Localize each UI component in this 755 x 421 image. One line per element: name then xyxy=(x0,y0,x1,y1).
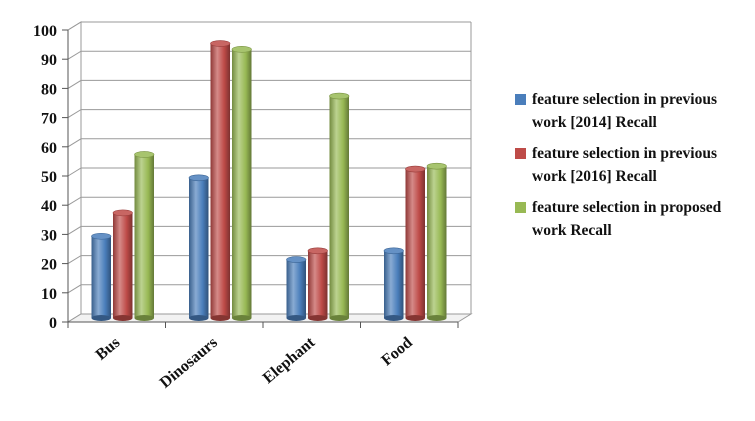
gridline xyxy=(67,50,471,60)
legend-item-2016: feature selection in previous work [2016… xyxy=(515,142,751,188)
bar-base xyxy=(427,315,447,321)
bar-dinosaurs-series-1 xyxy=(188,174,209,321)
bar-cap xyxy=(134,151,155,158)
bar-cap xyxy=(91,232,112,240)
bar-bus-series-1 xyxy=(91,232,112,321)
bar-body xyxy=(91,236,111,318)
bar-cap xyxy=(405,165,426,173)
gridline xyxy=(67,138,471,148)
bar-body xyxy=(113,212,133,318)
y-tick-label: 30 xyxy=(41,227,57,244)
y-tick-label: 0 xyxy=(49,315,57,332)
y-tick-label: 60 xyxy=(41,140,57,157)
bar-base xyxy=(232,315,252,321)
legend-item-proposed: feature selection in proposed work Recal… xyxy=(515,196,751,242)
chart-floor xyxy=(66,313,473,323)
bar-body xyxy=(384,250,404,318)
bar-cap xyxy=(383,247,404,255)
bar-base xyxy=(329,315,349,321)
legend-swatch-proposed xyxy=(515,202,526,213)
y-tick-label: 80 xyxy=(41,81,57,98)
bar-body xyxy=(134,154,154,318)
bar-body xyxy=(189,177,209,318)
bar-food-series-3 xyxy=(426,162,447,321)
bar-base xyxy=(189,315,209,321)
bar-body xyxy=(232,49,252,319)
bar-cap xyxy=(112,209,133,217)
bar-body xyxy=(329,96,349,318)
x-tick-label: Food xyxy=(378,334,416,369)
gridline xyxy=(67,79,471,89)
x-tick-label: Elephant xyxy=(260,334,319,387)
bar-base xyxy=(286,315,306,321)
legend-item-2014: feature selection in previous work [2014… xyxy=(515,88,751,134)
bar-elephant-series-2 xyxy=(307,247,328,321)
chart-legend: feature selection in previous work [2014… xyxy=(515,88,751,250)
x-tick-label: Bus xyxy=(93,334,124,364)
bar-dinosaurs-series-3 xyxy=(231,46,252,321)
bar-body xyxy=(308,250,328,318)
bar-bus-series-2 xyxy=(112,209,133,321)
bar-body xyxy=(286,259,306,318)
bar-cap xyxy=(426,162,447,170)
legend-label-proposed: feature selection in proposed work Recal… xyxy=(532,199,722,239)
y-tick-label: 10 xyxy=(41,286,57,303)
bar-cap xyxy=(210,40,231,47)
bar-bus-series-3 xyxy=(134,151,155,321)
bar-cap xyxy=(188,174,209,182)
y-tick-label: 50 xyxy=(41,169,57,186)
bar-base xyxy=(210,315,230,321)
bar-dinosaurs-series-2 xyxy=(210,40,231,321)
bar-base xyxy=(113,315,133,321)
bar-series xyxy=(91,40,447,321)
x-tick-label: Dinosaurs xyxy=(157,334,221,392)
bar-elephant-series-3 xyxy=(329,92,350,321)
legend-swatch-2014 xyxy=(515,94,526,105)
bar-base xyxy=(91,315,111,321)
bar-cap xyxy=(329,92,350,100)
y-tick-label: 90 xyxy=(41,52,57,69)
bar-body xyxy=(210,43,230,319)
y-tick-label: 20 xyxy=(41,257,57,274)
legend-label-2014: feature selection in previous work [2014… xyxy=(532,91,717,131)
legend-swatch-2016 xyxy=(515,148,526,159)
bar-cap xyxy=(286,256,307,263)
bar-food-series-1 xyxy=(383,247,404,321)
gridline xyxy=(67,109,471,119)
bar-base xyxy=(134,315,154,321)
bar-elephant-series-1 xyxy=(286,256,307,321)
bar-cap xyxy=(307,247,328,255)
bar-body xyxy=(427,166,447,318)
y-axis: 0 10 20 30 40 50 60 70 80 90 100 xyxy=(33,23,69,332)
bar-base xyxy=(405,315,425,321)
x-axis: Bus Dinosaurs Elephant Food xyxy=(67,322,459,392)
bar-base xyxy=(384,315,404,321)
bar-cap xyxy=(231,46,252,53)
y-tick-label: 40 xyxy=(41,198,57,215)
gridline xyxy=(67,21,471,31)
bar-body xyxy=(405,169,425,318)
y-tick-label: 100 xyxy=(33,23,57,40)
y-tick-label: 70 xyxy=(41,111,57,128)
bar-food-series-2 xyxy=(405,165,426,321)
bar-base xyxy=(308,315,328,321)
legend-label-2016: feature selection in previous work [2016… xyxy=(532,145,717,185)
